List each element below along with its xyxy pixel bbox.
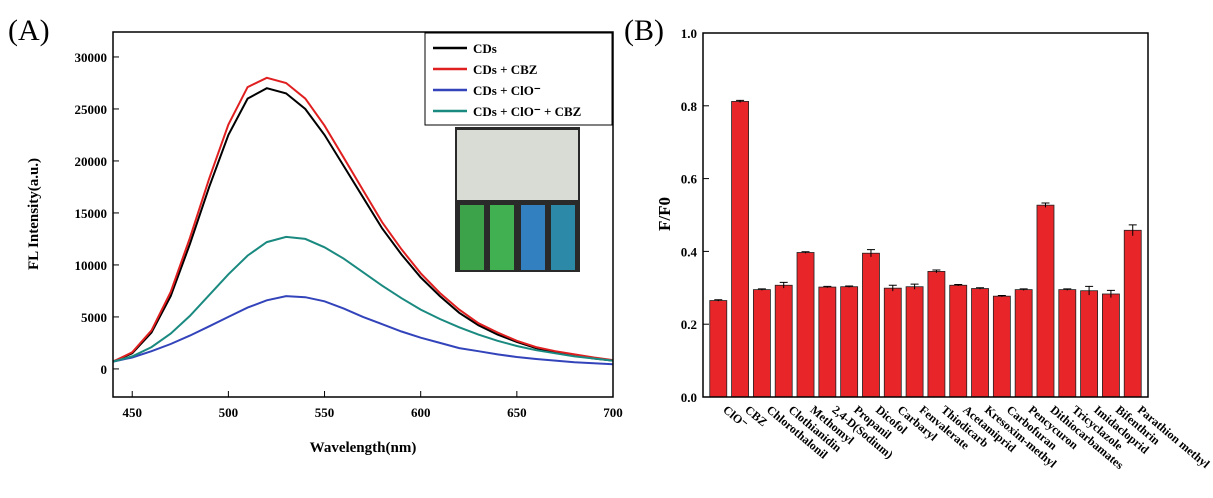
y-tick-label: 0.6 — [681, 172, 698, 187]
error-bar — [910, 283, 919, 290]
legend: CDs CDs + CBZ CDs + ClO⁻ CDs + ClO⁻ + CBZ — [424, 32, 613, 126]
y-axis-label: F/F0 — [655, 197, 674, 231]
y-tick-label: 0 — [101, 362, 108, 377]
bar — [840, 286, 859, 398]
y-tick-label: 20000 — [75, 154, 108, 169]
y-tick-label: 15000 — [75, 206, 108, 221]
x-tick-label: 450 — [122, 405, 142, 420]
plot-frame — [702, 32, 1149, 398]
bar — [774, 284, 793, 398]
bar — [1080, 290, 1099, 398]
error-bar — [997, 294, 1006, 297]
y-tick-label: 25000 — [75, 102, 108, 117]
legend-label: CDs — [473, 41, 497, 56]
x-tick-label: 500 — [219, 405, 239, 420]
panel-label: (A) — [8, 14, 50, 47]
legend-label: CDs + ClO⁻ + CBZ — [473, 104, 582, 119]
y-tick-label: 0.2 — [681, 317, 697, 332]
bar — [992, 295, 1011, 398]
bar — [709, 300, 728, 398]
error-bar — [779, 281, 788, 289]
line-series — [112, 295, 614, 366]
y-tick-label: 1.0 — [681, 26, 697, 41]
error-bar — [1128, 224, 1137, 236]
error-bar — [736, 99, 745, 103]
error-bar — [976, 287, 985, 290]
error-bar — [1085, 285, 1094, 296]
x-tick-label: 600 — [411, 405, 431, 420]
y-tick-label: 0.0 — [681, 390, 697, 405]
error-bar — [954, 284, 963, 286]
y-tick-label: 30000 — [75, 50, 108, 65]
error-bar — [1041, 202, 1050, 208]
bar — [796, 252, 815, 398]
error-bar — [1063, 288, 1072, 291]
error-bar — [801, 251, 810, 254]
x-tick-label: 650 — [507, 405, 527, 420]
error-bar — [823, 285, 832, 288]
plot-frame — [112, 31, 614, 398]
bar — [1123, 229, 1142, 398]
bar — [883, 287, 902, 398]
error-bar — [757, 288, 766, 291]
error-bar — [888, 284, 897, 292]
error-bar — [714, 299, 723, 302]
bar — [731, 101, 749, 398]
bar — [949, 284, 968, 398]
x-tick-label: 700 — [603, 405, 623, 420]
bar — [927, 271, 946, 398]
y-axis-label: FL Intensity(a.u.) — [26, 158, 42, 270]
bar — [752, 289, 771, 398]
panel-label: (B) — [624, 14, 664, 47]
bar — [971, 288, 989, 398]
legend-label: CDs + ClO⁻ — [473, 83, 541, 98]
x-tick-label: ClO⁻ — [720, 403, 750, 432]
inset-photo — [455, 127, 580, 272]
bar — [862, 252, 880, 398]
y-tick-label: 5000 — [81, 310, 107, 325]
error-bar — [845, 285, 854, 288]
bar — [1036, 204, 1055, 398]
y-tick-label: 0.8 — [681, 99, 698, 114]
line-series — [112, 76, 614, 363]
error-bar — [932, 269, 941, 273]
bar — [905, 286, 924, 398]
legend-label: CDs + CBZ — [473, 62, 538, 77]
line-series — [112, 235, 614, 363]
bar — [1014, 289, 1033, 398]
error-bar — [1019, 288, 1028, 291]
y-tick-label: 0.4 — [681, 244, 698, 259]
error-bar — [1106, 289, 1115, 298]
x-axis-label: Wavelength(nm) — [310, 440, 417, 456]
error-bar — [866, 249, 875, 257]
x-tick-label: 550 — [315, 405, 335, 420]
bar — [1058, 289, 1077, 398]
bar — [1102, 293, 1120, 398]
y-tick-label: 10000 — [75, 258, 108, 273]
bar — [818, 286, 837, 398]
